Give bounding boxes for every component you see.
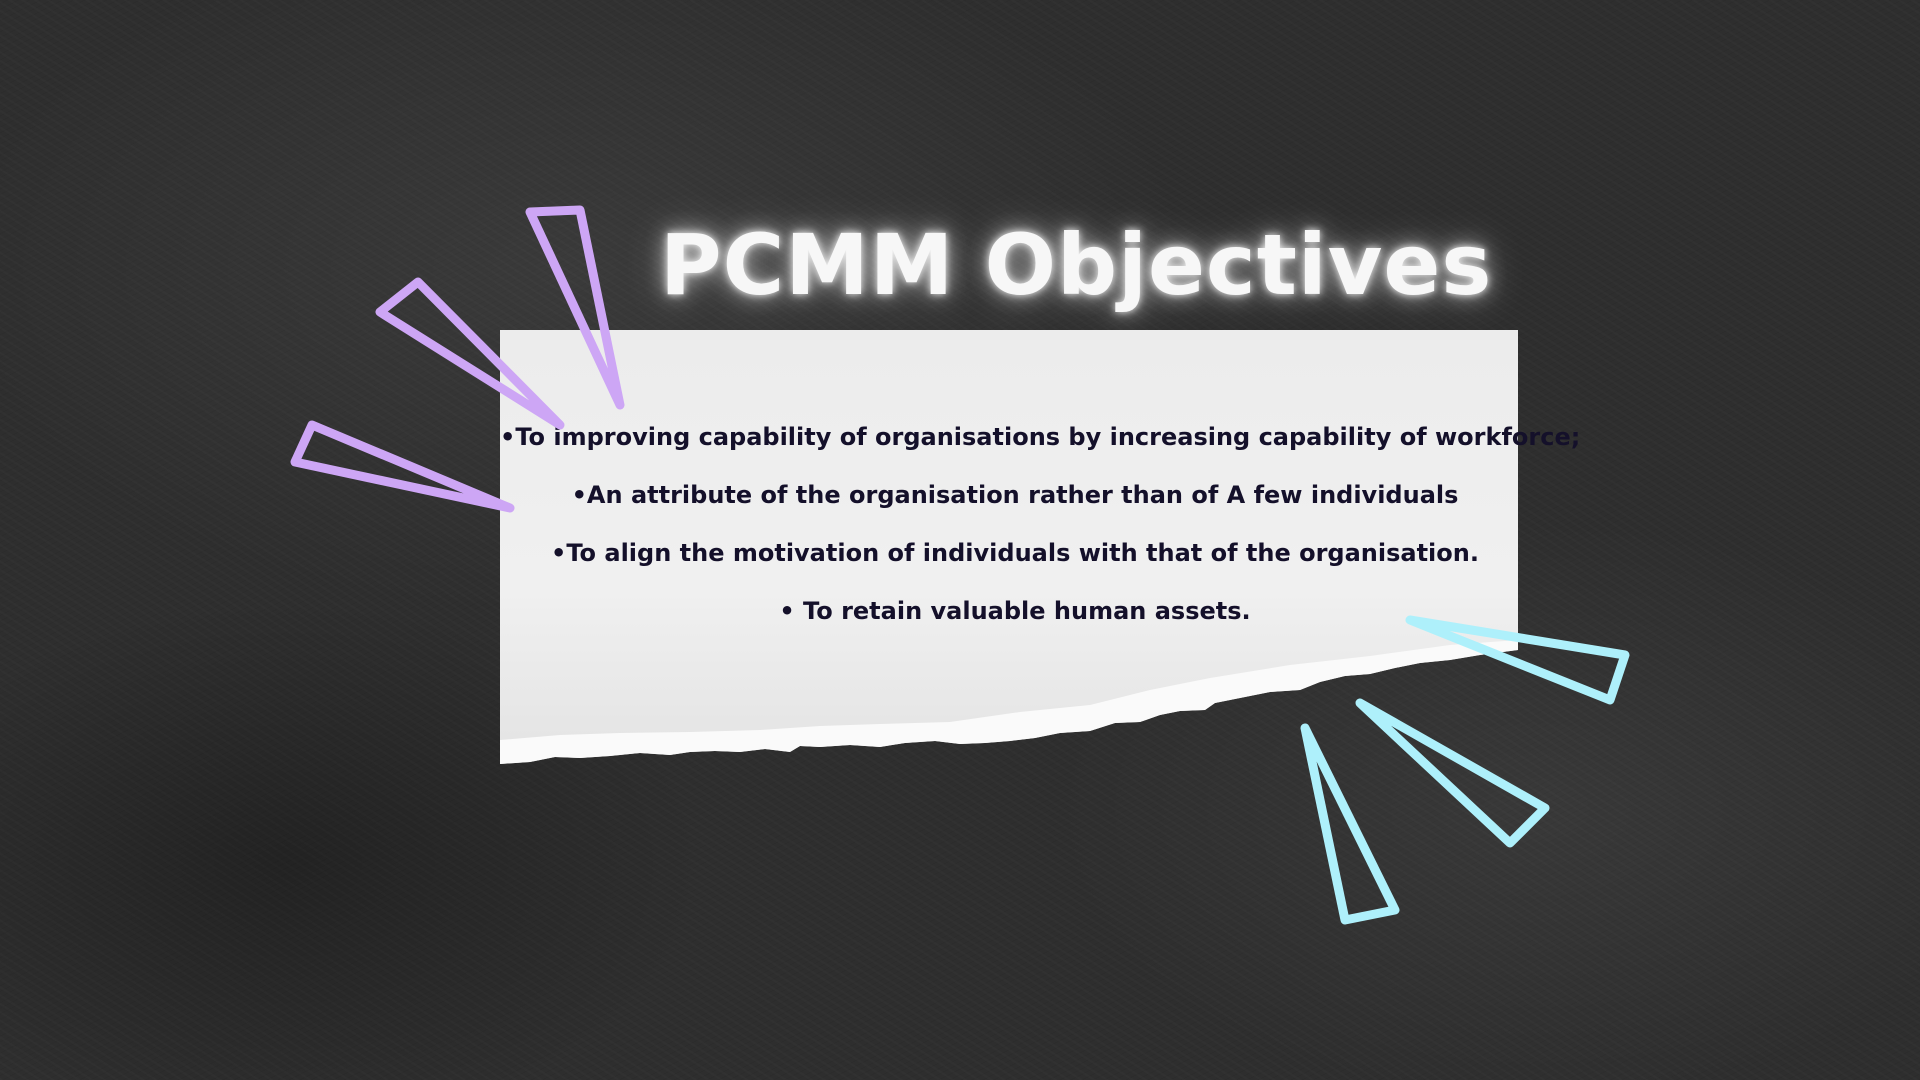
objectives-list: •To improving capability of organisation…	[500, 413, 1581, 645]
slide-title: PCMM Objectives	[660, 216, 1493, 314]
paper-torn-edge-shadow	[500, 640, 1518, 764]
objective-item-1: •To improving capability of organisation…	[500, 423, 1581, 451]
objective-item-2: •An attribute of the organisation rather…	[571, 481, 1459, 509]
paper-sheet	[500, 330, 1518, 764]
objective-item-3: •To align the motivation of individuals …	[551, 539, 1479, 567]
objective-item-4: • To retain valuable human assets.	[779, 597, 1251, 625]
